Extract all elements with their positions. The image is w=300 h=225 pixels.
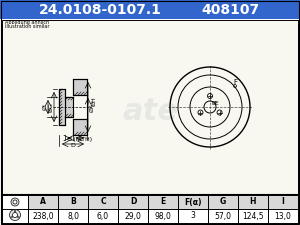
Text: 6,0: 6,0	[97, 212, 109, 220]
Text: 98,0: 98,0	[154, 212, 171, 220]
Bar	[0, 0, 300, 19]
Text: 24.0108-0107.1: 24.0108-0107.1	[39, 2, 161, 16]
Polygon shape	[65, 97, 73, 117]
Text: ØH: ØH	[92, 96, 97, 106]
Circle shape	[17, 216, 19, 218]
Text: D: D	[70, 143, 75, 148]
Text: ate: ate	[122, 97, 178, 126]
Text: C: C	[100, 198, 106, 207]
Circle shape	[11, 198, 19, 206]
Circle shape	[13, 200, 17, 204]
Text: 8,0: 8,0	[67, 212, 79, 220]
Text: ØE: ØE	[212, 101, 220, 106]
Text: 13,0: 13,0	[274, 212, 291, 220]
Text: G: G	[220, 198, 226, 207]
Circle shape	[13, 212, 17, 218]
Text: H: H	[250, 198, 256, 207]
Text: C (MTH): C (MTH)	[68, 137, 93, 142]
Text: A: A	[40, 198, 46, 207]
Circle shape	[11, 216, 13, 218]
Text: ØI: ØI	[43, 104, 48, 110]
Text: 57,0: 57,0	[214, 212, 232, 220]
Text: B: B	[67, 137, 71, 142]
Text: 3: 3	[190, 212, 195, 220]
Text: 408107: 408107	[201, 2, 259, 16]
Bar	[2, 20, 298, 194]
Text: E: E	[160, 198, 166, 207]
Text: I: I	[282, 198, 284, 207]
Text: 29,0: 29,0	[124, 212, 141, 220]
Circle shape	[14, 210, 16, 212]
Polygon shape	[59, 89, 65, 125]
Polygon shape	[73, 79, 87, 95]
Text: 124,5: 124,5	[242, 212, 264, 220]
Text: illustration similar: illustration similar	[5, 24, 50, 29]
Polygon shape	[73, 119, 87, 135]
Bar	[28, 195, 298, 209]
Text: D: D	[130, 198, 136, 207]
Text: ØG: ØG	[49, 102, 54, 112]
Text: 238,0: 238,0	[32, 212, 54, 220]
Text: B: B	[70, 198, 76, 207]
Text: F(α): F(α)	[184, 198, 202, 207]
Circle shape	[10, 209, 20, 220]
Text: Abbildung ähnlich: Abbildung ähnlich	[5, 20, 49, 25]
Text: ØA: ØA	[90, 102, 95, 112]
Text: F: F	[233, 79, 237, 85]
